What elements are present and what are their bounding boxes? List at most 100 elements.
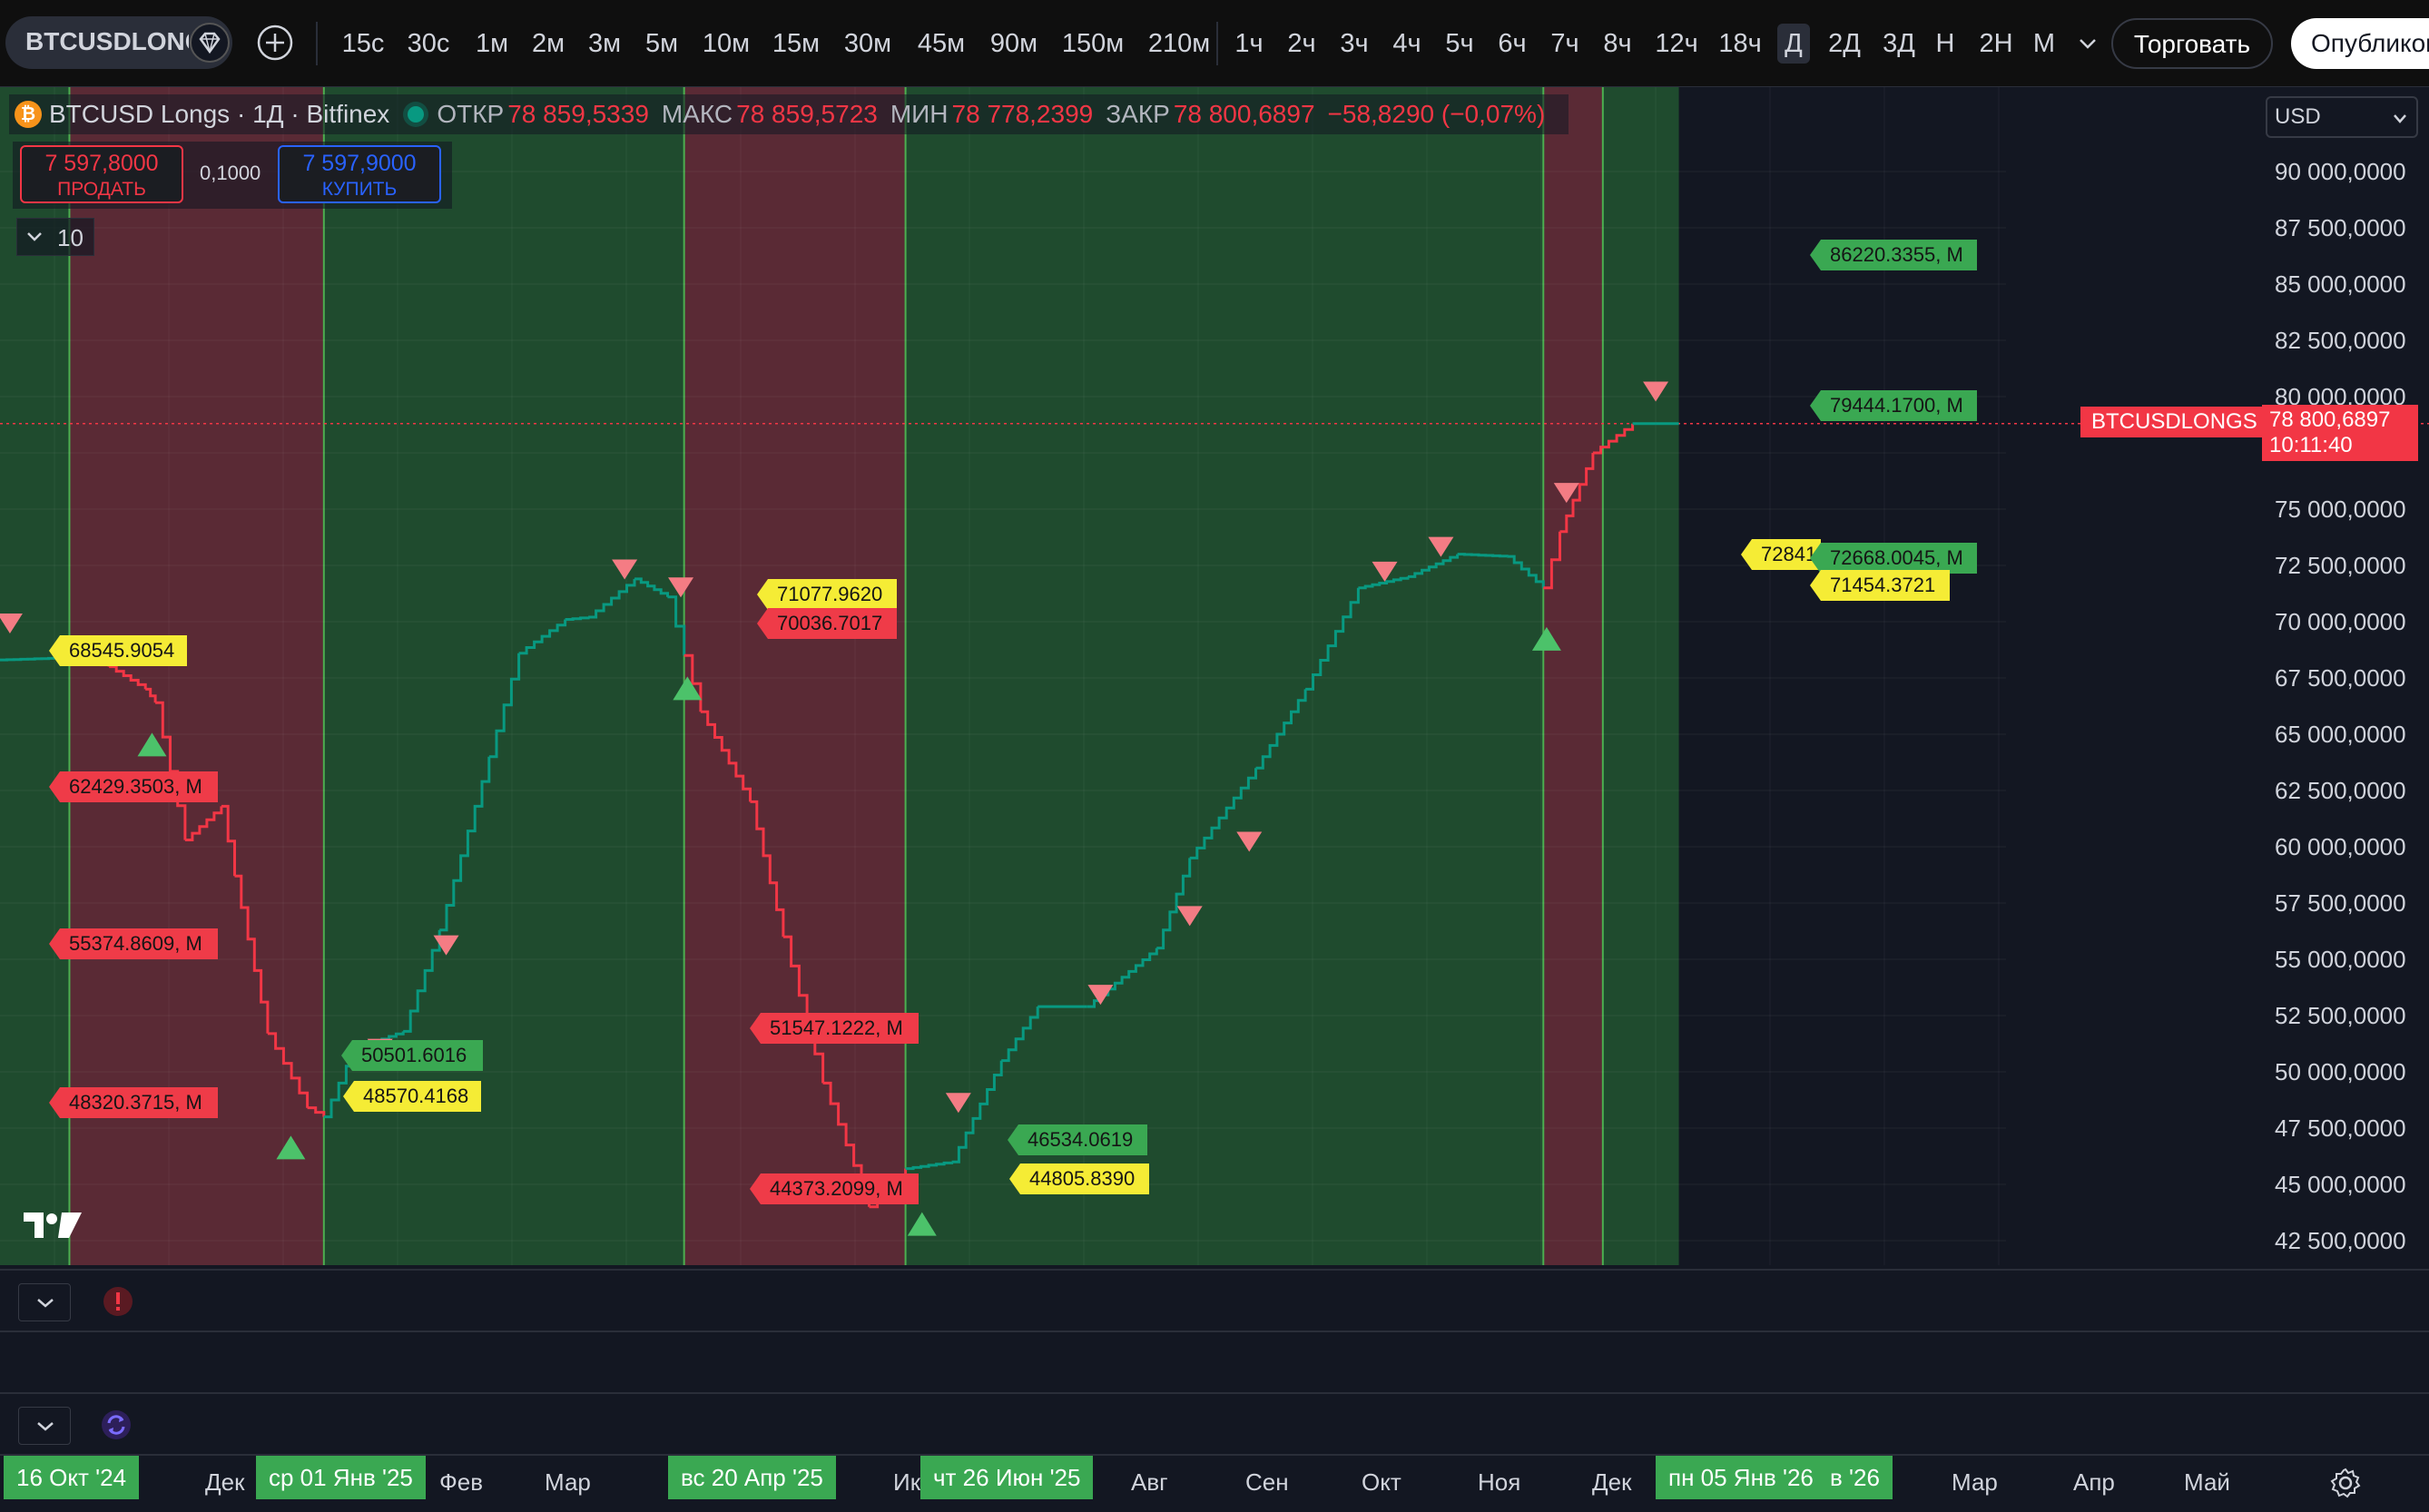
price-axis-label: 42 500,0000 [2275,1227,2406,1255]
chart-zone-green [906,87,1544,1265]
pane-collapse-button[interactable] [18,1407,71,1445]
timeframe-18[interactable]: 6ч [1494,24,1530,64]
symbol-search-button[interactable]: BTCUSDLONGS [5,16,232,69]
chart-zone-green [1603,87,1679,1265]
timeframe-13[interactable]: 1ч [1233,24,1265,64]
legend-title[interactable]: BTCUSD Longs · 1Д · Bitfinex [49,100,389,129]
label-pointer [49,928,60,959]
timeframe-0[interactable]: 15с [341,24,385,64]
time-axis-label: чт 26 Июн '25 [920,1456,1093,1499]
level-label: 48570.4168 [354,1081,481,1112]
time-axis-label: в '26 [1817,1456,1893,1499]
timeframe-21[interactable]: 12ч [1650,24,1703,64]
timeframe-5[interactable]: 5м [641,24,683,64]
level-label: 50501.6016 [352,1040,483,1071]
timeframe-9[interactable]: 45м [913,24,969,64]
high-label: МАКС [662,100,733,129]
timeframe-2[interactable]: 1м [474,24,510,64]
trade-panel: 7 597,8000 ПРОДАТЬ 0,1000 7 597,9000 КУП… [13,142,452,209]
level-label: 72668.0045, M [1821,543,1977,574]
refresh-icon[interactable] [100,1409,133,1441]
currency-value: USD [2275,104,2321,129]
timeframe-1[interactable]: 30с [405,24,452,64]
time-axis-label: ср 01 Янв '25 [256,1456,426,1499]
time-axis-label: Сен [1245,1468,1289,1497]
label-pointer [1008,1124,1018,1155]
time-axis-label: Фев [439,1468,483,1497]
tradingview-logo-icon[interactable] [22,1209,85,1242]
indicators-toggle[interactable]: 10 [16,218,94,256]
label-pointer [49,771,60,802]
warning-icon[interactable] [102,1285,134,1318]
timeframe-19[interactable]: 7ч [1547,24,1583,64]
timeframe-28[interactable]: М [2030,24,2059,64]
level-value: 72668.0045, M [1830,546,1963,569]
open-label: ОТКР [437,100,504,129]
timeframe-16[interactable]: 4ч [1389,24,1425,64]
timeframe-24[interactable]: 2Д [1824,24,1864,64]
timeframe-22[interactable]: 18ч [1714,24,1766,64]
timeframe-8[interactable]: 30м [841,24,895,64]
sell-button[interactable]: 7 597,8000 ПРОДАТЬ [20,145,183,203]
level-label: 79444.1700, M [1821,390,1977,421]
timeframe-23[interactable]: Д [1777,24,1810,64]
time-axis-label: Авг [1131,1468,1168,1497]
high-value: 78 859,5723 [736,100,878,129]
open-value: 78 859,5339 [507,100,649,129]
price-axis-label: 67 500,0000 [2275,664,2406,692]
price-axis-label: 55 000,0000 [2275,946,2406,974]
change-value: −58,8290 (−0,07%) [1328,100,1546,129]
timeframe-3[interactable]: 2м [528,24,568,64]
level-value: 51547.1222, M [770,1016,903,1039]
chevron-down-icon[interactable] [2075,33,2100,54]
time-axis-label: Май [2184,1468,2230,1497]
timeframe-6[interactable]: 10м [699,24,753,64]
level-label: 62429.3503, M [60,771,218,802]
diamond-icon[interactable] [189,22,231,64]
timeframe-10[interactable]: 90м [986,24,1042,64]
currency-select[interactable]: USD [2266,96,2418,138]
timeframe-4[interactable]: 3м [585,24,624,64]
add-symbol-icon[interactable] [256,24,294,62]
time-axis-label: Апр [2073,1468,2115,1497]
time-axis-label: Дек [205,1468,244,1497]
spread-value: 0,1000 [200,162,261,185]
current-price: 78 800,6897 [2269,407,2411,433]
timeframe-12[interactable]: 210м [1144,24,1214,64]
timeframe-27[interactable]: 2Н [1975,24,2017,64]
level-value: 62429.3503, M [69,775,202,798]
buy-button[interactable]: 7 597,9000 КУПИТЬ [278,145,441,203]
price-axis-label: 60 000,0000 [2275,833,2406,861]
time-axis-label: Ноя [1478,1468,1520,1497]
level-label: 86220.3355, M [1821,240,1977,270]
timeframe-20[interactable]: 8ч [1599,24,1636,64]
trade-button[interactable]: Торговать [2111,18,2273,69]
timeframe-26[interactable]: Н [1932,24,1959,64]
gear-icon[interactable] [2329,1467,2362,1499]
buy-price: 7 597,9000 [280,151,439,177]
label-pointer [1810,240,1821,270]
timeframe-17[interactable]: 5ч [1441,24,1478,64]
price-axis-label: 50 000,0000 [2275,1058,2406,1086]
timeframe-11[interactable]: 150м [1058,24,1127,64]
price-axis-label: 82 500,0000 [2275,327,2406,355]
pane-collapse-button[interactable] [18,1283,71,1321]
chart-legend: ₿ BTCUSD Longs · 1Д · Bitfinex ОТКР 78 8… [9,94,1569,134]
current-price-tag: 78 800,6897 10:11:40 [2262,405,2418,461]
level-value: 50501.6016 [361,1044,467,1066]
timeframe-7[interactable]: 15м [770,24,822,64]
timeframe-15[interactable]: 3ч [1336,24,1372,64]
publish-button[interactable]: Опубликовать [2291,18,2429,69]
price-axis-label: 75 000,0000 [2275,496,2406,524]
timeframe-14[interactable]: 2ч [1283,24,1320,64]
level-label: 46534.0619 [1018,1124,1147,1155]
level-value: 79444.1700, M [1830,394,1963,417]
price-axis-label: 70 000,0000 [2275,608,2406,636]
time-axis-label: Мар [545,1468,591,1497]
chevron-down-icon [35,1295,55,1311]
time-axis-label: пн 05 Янв '26 [1656,1456,1826,1499]
price-axis-label: 85 000,0000 [2275,270,2406,299]
close-label: ЗАКР [1106,100,1170,129]
timeframe-25[interactable]: 3Д [1879,24,1919,64]
